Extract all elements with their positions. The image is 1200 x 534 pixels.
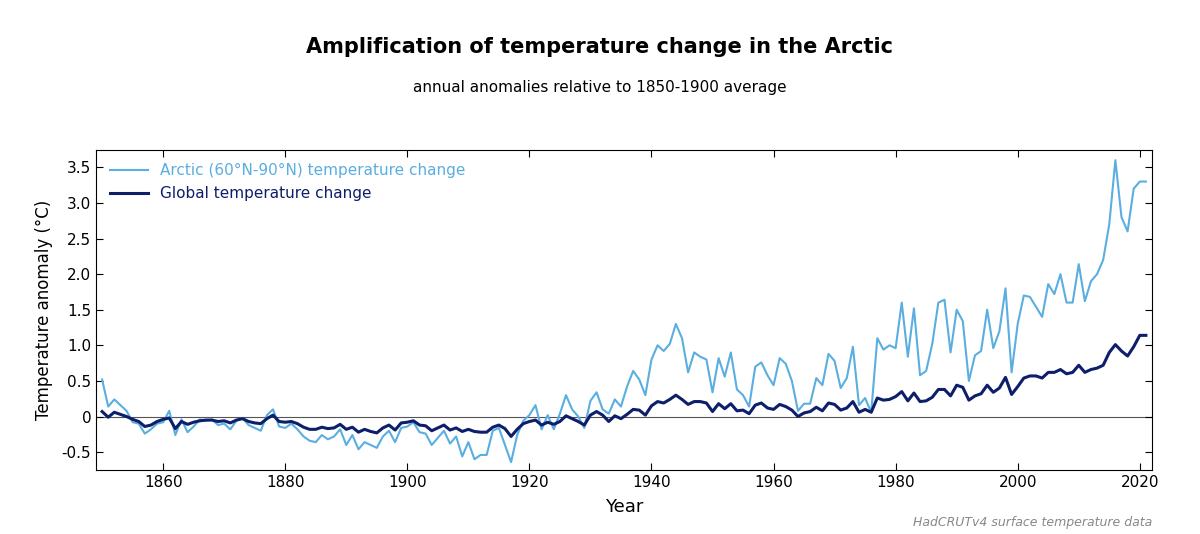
Line: Arctic (60°N-90°N) temperature change: Arctic (60°N-90°N) temperature change (102, 160, 1146, 462)
Arctic (60°N-90°N) temperature change (95, 376, 109, 383)
Global temperature change (656, 400, 671, 406)
Text: annual anomalies relative to 1850-1900 average: annual anomalies relative to 1850-1900 a… (413, 80, 787, 95)
Legend: Arctic (60°N-90°N) temperature change, Global temperature change: Arctic (60°N-90°N) temperature change, G… (103, 157, 472, 207)
Global temperature change (174, 418, 188, 425)
Arctic (60°N-90°N) temperature change (718, 373, 732, 380)
Arctic (60°N-90°N) temperature change (656, 348, 671, 354)
Global temperature change (400, 419, 414, 426)
X-axis label: Year: Year (605, 498, 643, 516)
Arctic (60°N-90°N) temperature change (400, 423, 414, 430)
Arctic (60°N-90°N) temperature change (504, 459, 518, 465)
Arctic (60°N-90°N) temperature change (431, 435, 445, 441)
Global temperature change (571, 418, 586, 425)
Arctic (60°N-90°N) temperature change (1139, 178, 1153, 185)
Global temperature change (95, 409, 109, 415)
Global temperature change (431, 425, 445, 431)
Global temperature change (718, 405, 732, 412)
Y-axis label: Temperature anomaly (°C): Temperature anomaly (°C) (35, 200, 53, 420)
Global temperature change (1139, 332, 1153, 339)
Line: Global temperature change: Global temperature change (102, 335, 1146, 436)
Arctic (60°N-90°N) temperature change (1108, 157, 1122, 163)
Arctic (60°N-90°N) temperature change (174, 416, 188, 422)
Global temperature change (504, 433, 518, 439)
Global temperature change (1133, 332, 1147, 339)
Arctic (60°N-90°N) temperature change (571, 413, 586, 420)
Text: Amplification of temperature change in the Arctic: Amplification of temperature change in t… (306, 37, 894, 57)
Text: HadCRUTv4 surface temperature data: HadCRUTv4 surface temperature data (913, 516, 1152, 529)
